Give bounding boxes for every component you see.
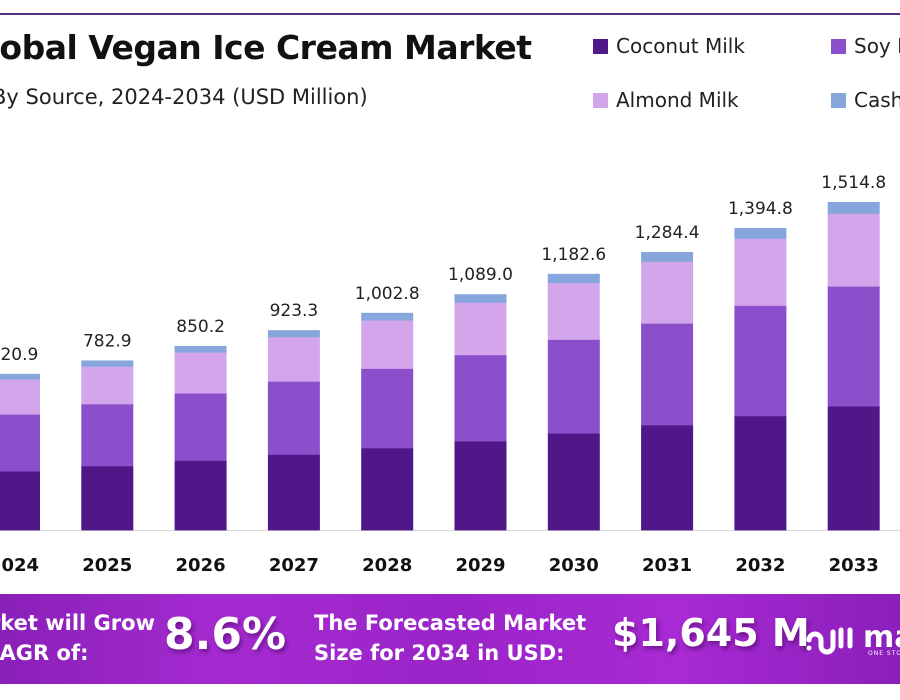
bar-segment-soy-milk-2032	[734, 305, 787, 417]
bar-segment-cashew-milk-2033	[827, 201, 880, 214]
total-label-2026: 850.2	[176, 317, 225, 337]
forecast-value: $1,645 M	[612, 611, 810, 655]
bar-segment-almond-milk-2028	[361, 320, 414, 369]
bar-group-2024	[0, 373, 40, 531]
bar-group-2033	[827, 201, 880, 531]
total-label-2031: 1,284.4	[635, 223, 700, 243]
legend-item-soy-milk: Soy Milk	[831, 34, 900, 58]
total-label-2030: 1,182.6	[541, 245, 606, 265]
x-tick-label-2030: 2030	[549, 555, 599, 576]
legend-item-cashew-milk: Cashew Milk	[831, 88, 900, 112]
bar-segment-almond-milk-2029	[454, 302, 507, 356]
chart-subtitle: By Source, 2024-2034 (USD Million)	[0, 85, 368, 109]
bar-segment-soy-milk-2033	[827, 286, 880, 407]
bar-segment-soy-milk-2025	[81, 403, 134, 467]
summary-banner	[0, 594, 900, 684]
x-tick-label-2033: 2033	[829, 555, 879, 576]
bar-segment-cashew-milk-2028	[361, 312, 414, 321]
cagr-value: 8.6%	[164, 609, 287, 660]
x-tick-label-2029: 2029	[455, 555, 505, 576]
bar-segment-coconut-milk-2028	[361, 447, 414, 531]
legend-label: Coconut Milk	[616, 34, 745, 58]
bar-segment-soy-milk-2030	[547, 339, 600, 434]
bar-segment-coconut-milk-2026	[174, 460, 227, 531]
legend-item-coconut-milk: Coconut Milk	[593, 34, 745, 58]
x-tick-label-2026: 2026	[176, 555, 226, 576]
bar-segment-almond-milk-2024	[0, 379, 40, 415]
brand-logo-word: market.us	[863, 620, 900, 655]
legend-label: Almond Milk	[616, 88, 739, 112]
bar-segment-cashew-milk-2027	[267, 330, 320, 338]
bar-segment-coconut-milk-2025	[81, 465, 134, 531]
bar-group-2031	[641, 251, 694, 531]
total-label-2033: 1,514.8	[821, 173, 886, 193]
x-tick-label-2025: 2025	[82, 555, 132, 576]
bar-segment-almond-milk-2027	[267, 336, 320, 382]
bar-group-2026	[174, 345, 227, 531]
bar-group-2032	[734, 227, 787, 531]
bar-segment-soy-milk-2029	[454, 354, 507, 442]
total-label-2032: 1,394.8	[728, 199, 793, 219]
bar-segment-coconut-milk-2033	[827, 406, 880, 531]
forecast-caption-line2: Size for 2034 in USD:	[314, 641, 565, 665]
bar-group-2029	[454, 294, 507, 531]
bar-segment-soy-milk-2024	[0, 414, 40, 472]
legend-label: Cashew Milk	[854, 88, 900, 112]
total-label-2024: 720.9	[0, 345, 38, 365]
x-tick-label-2027: 2027	[269, 555, 319, 576]
bar-segment-cashew-milk-2031	[641, 251, 694, 262]
bar-segment-cashew-milk-2029	[454, 294, 507, 303]
x-tick-label-2024: 2024	[0, 555, 39, 576]
bar-segment-cashew-milk-2030	[547, 273, 600, 284]
x-tick-label-2032: 2032	[735, 555, 785, 576]
legend-item-almond-milk: Almond Milk	[593, 88, 739, 112]
bar-segment-coconut-milk-2027	[267, 454, 320, 531]
bar-segment-cashew-milk-2026	[174, 345, 227, 353]
brand-logo: market.us	[805, 618, 900, 658]
cagr-caption-line2: At the CAGR of:	[0, 641, 89, 665]
legend-swatch-soy-milk	[831, 38, 846, 54]
forecast-caption: The Forecasted Market Size for 2034 in U…	[314, 608, 586, 668]
bar-segment-coconut-milk-2031	[641, 424, 694, 531]
total-label-2029: 1,089.0	[448, 265, 513, 285]
chart-title: Global Vegan Ice Cream Market	[0, 28, 532, 67]
brand-logo-icon	[806, 627, 853, 655]
bar-segment-coconut-milk-2032	[734, 415, 787, 531]
bar-group-2027	[267, 330, 320, 531]
total-label-2027: 923.3	[270, 301, 319, 321]
top-rule	[0, 13, 900, 15]
bar-segment-almond-milk-2033	[827, 213, 880, 287]
bar-segment-almond-milk-2031	[641, 261, 694, 324]
cagr-caption: The Market will Grow At the CAGR of:	[0, 608, 155, 668]
bar-segment-coconut-milk-2030	[547, 433, 600, 531]
x-tick-label-2031: 2031	[642, 555, 692, 576]
bar-segment-coconut-milk-2024	[0, 471, 40, 531]
bar-segment-soy-milk-2028	[361, 368, 414, 449]
cagr-caption-line1: The Market will Grow	[0, 611, 155, 635]
bar-segment-soy-milk-2026	[174, 393, 227, 461]
legend-swatch-cashew-milk	[831, 92, 846, 108]
bar-segment-soy-milk-2027	[267, 381, 320, 455]
bar-group-2028	[361, 312, 414, 531]
bar-group-2030	[547, 273, 600, 531]
total-label-2025: 782.9	[83, 331, 132, 351]
bar-segment-almond-milk-2026	[174, 352, 227, 394]
bar-segment-coconut-milk-2029	[454, 441, 507, 531]
legend-label: Soy Milk	[854, 34, 900, 58]
stacked-bar-chart: 720.9 2024 782.9 2025 850.2 2026 923.3 2027 1,00…	[0, 173, 900, 576]
bar-segment-cashew-milk-2025	[81, 360, 134, 367]
forecast-caption-line1: The Forecasted Market	[314, 611, 587, 635]
bar-segment-almond-milk-2025	[81, 366, 134, 405]
legend-swatch-coconut-milk	[593, 38, 608, 54]
legend-swatch-almond-milk	[593, 92, 608, 108]
total-label-2028: 1,002.8	[355, 284, 420, 304]
bar-segment-cashew-milk-2024	[0, 373, 40, 380]
bar-segment-cashew-milk-2032	[734, 227, 787, 239]
bar-group-2025	[81, 360, 134, 531]
brand-logo-tagline: ONE STOP SHOP FOR THE REPORTS	[868, 650, 900, 657]
bar-segment-soy-milk-2031	[641, 323, 694, 426]
bar-segment-almond-milk-2032	[734, 238, 787, 306]
bar-segment-almond-milk-2030	[547, 282, 600, 340]
x-tick-label-2028: 2028	[362, 555, 412, 576]
